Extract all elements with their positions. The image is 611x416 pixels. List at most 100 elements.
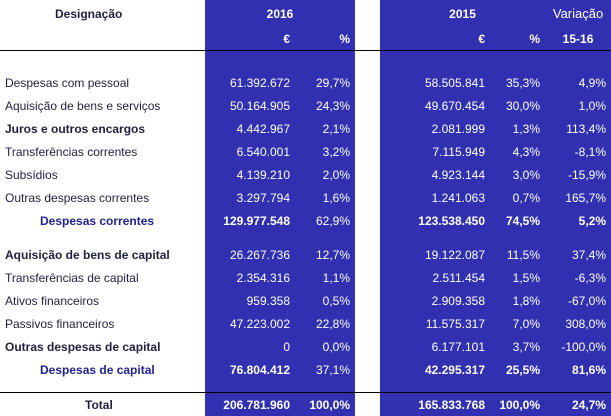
col-header-variacao: Variação <box>545 0 611 27</box>
pct-2016: 3,2% <box>295 140 355 163</box>
row-label: Outras despesas de capital <box>0 335 205 358</box>
variation: -6,3% <box>545 266 611 289</box>
var-period: 15-16 <box>545 27 611 51</box>
value-2016: 47.223.002 <box>205 312 295 335</box>
value-2015: 58.505.841 <box>380 71 490 94</box>
subtotal-variation: 81,6% <box>545 358 611 381</box>
value-2015: 11.575.317 <box>380 312 490 335</box>
pct-2015: 0,7% <box>490 186 545 209</box>
total-variation: 24,7% <box>545 393 611 416</box>
value-2015: 6.177.101 <box>380 335 490 358</box>
unit-euro-2015: € <box>380 27 490 51</box>
table-row: Outras despesas correntes 3.297.794 1,6%… <box>0 186 611 209</box>
value-2015: 4.923.144 <box>380 163 490 186</box>
row-label: Ativos financeiros <box>0 289 205 312</box>
variation: 113,4% <box>545 117 611 140</box>
value-2016: 0 <box>205 335 295 358</box>
pct-2016: 1,1% <box>295 266 355 289</box>
subtotal-value-2016: 129.977.548 <box>205 209 295 232</box>
value-2015: 2.511.454 <box>380 266 490 289</box>
table-row: Juros e outros encargos 4.442.967 2,1% 2… <box>0 117 611 140</box>
pct-2016: 29,7% <box>295 71 355 94</box>
total-pct-2015: 100,0% <box>490 393 545 416</box>
pct-2015: 3,7% <box>490 335 545 358</box>
pct-2016: 1,6% <box>295 186 355 209</box>
col-header-2016: 2016 <box>205 0 355 27</box>
variation: -8,1% <box>545 140 611 163</box>
subtotal-pct-2016: 62,9% <box>295 209 355 232</box>
variation: -67,0% <box>545 289 611 312</box>
pct-2015: 3,0% <box>490 163 545 186</box>
subtotal-pct-2015: 74,5% <box>490 209 545 232</box>
table-row: Passivos financeiros 47.223.002 22,8% 11… <box>0 312 611 335</box>
header-row-years: Designação 2016 2015 Variação <box>0 0 611 27</box>
unit-pct-2016: % <box>295 27 355 51</box>
row-label: Aquisição de bens de capital <box>0 243 205 266</box>
variation: -100,0% <box>545 335 611 358</box>
pct-2015: 1,8% <box>490 289 545 312</box>
variation: 37,4% <box>545 243 611 266</box>
subtotal-row-capital: Despesas de capital 76.804.412 37,1% 42.… <box>0 358 611 381</box>
table-row: Subsídios 4.139.210 2,0% 4.923.144 3,0% … <box>0 163 611 186</box>
value-2016: 50.164.905 <box>205 94 295 117</box>
pct-2016: 22,8% <box>295 312 355 335</box>
pct-2015: 30,0% <box>490 94 545 117</box>
pct-2015: 4,3% <box>490 140 545 163</box>
table-row: Aquisição de bens de capital 26.267.736 … <box>0 243 611 266</box>
row-label: Passivos financeiros <box>0 312 205 335</box>
total-label: Total <box>0 393 205 416</box>
row-label: Despesas com pessoal <box>0 71 205 94</box>
subtotal-variation: 5,2% <box>545 209 611 232</box>
variation: 4,9% <box>545 71 611 94</box>
value-2015: 7.115.949 <box>380 140 490 163</box>
table-row: Ativos financeiros 959.358 0,5% 2.909.35… <box>0 289 611 312</box>
variation: -15,9% <box>545 163 611 186</box>
header-row-units: € % € % 15-16 <box>0 27 611 51</box>
pct-2015: 35,3% <box>490 71 545 94</box>
value-2015: 2.909.358 <box>380 289 490 312</box>
pct-2016: 0,0% <box>295 335 355 358</box>
pct-2015: 1,3% <box>490 117 545 140</box>
variation: 165,7% <box>545 186 611 209</box>
table-row: Transferências correntes 6.540.001 3,2% … <box>0 140 611 163</box>
unit-pct-2015: % <box>490 27 545 51</box>
row-label: Subsídios <box>0 163 205 186</box>
value-2016: 4.139.210 <box>205 163 295 186</box>
table-row: Outras despesas de capital 0 0,0% 6.177.… <box>0 335 611 358</box>
pct-2015: 1,5% <box>490 266 545 289</box>
row-label: Outras despesas correntes <box>0 186 205 209</box>
variation: 308,0% <box>545 312 611 335</box>
value-2016: 4.442.967 <box>205 117 295 140</box>
total-pct-2016: 100,0% <box>295 393 355 416</box>
subtotal-pct-2016: 37,1% <box>295 358 355 381</box>
pct-2016: 12,7% <box>295 243 355 266</box>
table-row: Transferências de capital 2.354.316 1,1%… <box>0 266 611 289</box>
value-2015: 49.670.454 <box>380 94 490 117</box>
value-2015: 1.241.063 <box>380 186 490 209</box>
pct-2016: 2,1% <box>295 117 355 140</box>
pct-2015: 7,0% <box>490 312 545 335</box>
total-row: Total 206.781.960 100,0% 165.833.768 100… <box>0 393 611 416</box>
subtotal-value-2016: 76.804.412 <box>205 358 295 381</box>
pct-2016: 24,3% <box>295 94 355 117</box>
value-2016: 2.354.316 <box>205 266 295 289</box>
row-label: Transferências correntes <box>0 140 205 163</box>
variation: 1,0% <box>545 94 611 117</box>
subtotal-label: Despesas de capital <box>0 358 205 381</box>
subtotal-row-current: Despesas correntes 129.977.548 62,9% 123… <box>0 209 611 232</box>
col-header-designacao: Designação <box>0 0 205 27</box>
pct-2016: 0,5% <box>295 289 355 312</box>
row-label: Aquisição de bens e serviços <box>0 94 205 117</box>
value-2015: 19.122.087 <box>380 243 490 266</box>
table-row: Despesas com pessoal 61.392.672 29,7% 58… <box>0 71 611 94</box>
total-value-2015: 165.833.768 <box>380 393 490 416</box>
unit-euro-2016: € <box>205 27 295 51</box>
value-2016: 6.540.001 <box>205 140 295 163</box>
value-2015: 2.081.999 <box>380 117 490 140</box>
value-2016: 3.297.794 <box>205 186 295 209</box>
value-2016: 959.358 <box>205 289 295 312</box>
subtotal-value-2015: 42.295.317 <box>380 358 490 381</box>
total-value-2016: 206.781.960 <box>205 393 295 416</box>
value-2016: 61.392.672 <box>205 71 295 94</box>
